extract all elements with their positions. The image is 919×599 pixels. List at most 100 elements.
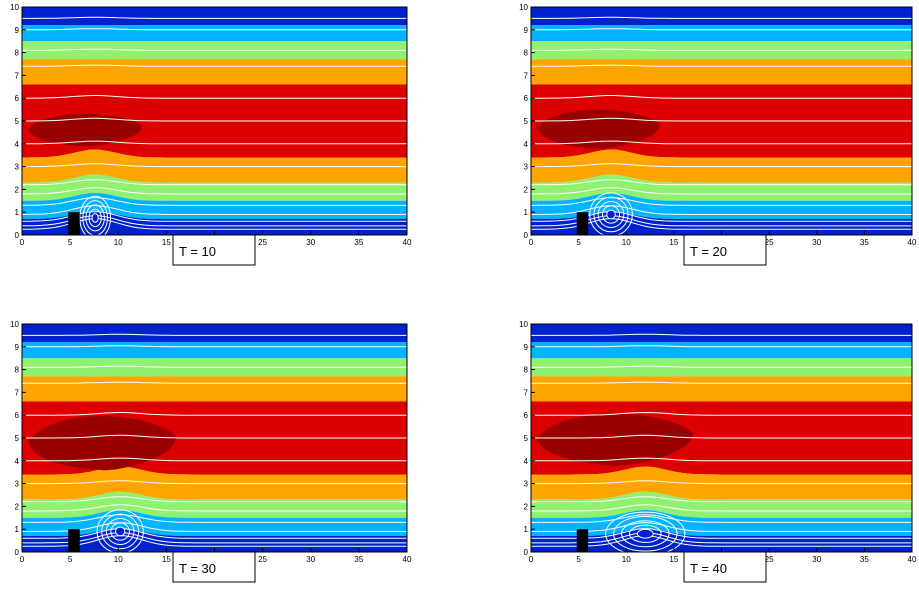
x-tick-label: 10 (622, 238, 631, 247)
contour-band-1 (531, 324, 912, 343)
streamline (531, 117, 912, 122)
panel-label: T = 20 (690, 244, 727, 259)
x-tick-label: 40 (403, 555, 412, 564)
y-tick-label: 6 (524, 411, 529, 420)
x-tick-label: 0 (529, 555, 534, 564)
streamline (531, 187, 912, 195)
streamline (22, 187, 407, 195)
core-region (28, 113, 143, 147)
panel-3: 0510152025303540012345678910T = 30 (10, 320, 412, 583)
y-tick-label: 3 (15, 480, 20, 489)
streamline (22, 163, 407, 168)
y-tick-label: 9 (15, 26, 20, 35)
y-tick-label: 3 (15, 163, 20, 172)
obstacle (68, 529, 80, 552)
y-tick-label: 5 (15, 117, 20, 126)
x-tick-label: 15 (162, 555, 171, 564)
y-tick-label: 2 (524, 185, 529, 194)
vortex-ring (115, 526, 126, 537)
plot-area (531, 7, 912, 235)
y-tick-label: 1 (15, 208, 20, 217)
streamline (22, 412, 407, 416)
panel-label: T = 10 (179, 244, 216, 259)
y-tick-label: 2 (524, 502, 529, 511)
x-tick-label: 25 (258, 555, 267, 564)
y-tick-label: 5 (15, 434, 20, 443)
x-tick-label: 10 (114, 555, 123, 564)
contour-band-4 (22, 59, 407, 85)
vortex-ring (606, 209, 616, 220)
y-tick-label: 0 (15, 231, 20, 240)
y-tick-label: 10 (10, 3, 19, 12)
y-tick-label: 7 (15, 71, 20, 80)
x-tick-label: 35 (860, 238, 869, 247)
x-tick-label: 5 (68, 238, 73, 247)
contour-band-2 (531, 342, 912, 359)
streamline (531, 95, 912, 99)
y-tick-label: 7 (15, 388, 20, 397)
y-tick-label: 8 (15, 366, 20, 375)
streamline (22, 64, 407, 67)
panel-label: T = 30 (179, 561, 216, 576)
streamline (22, 522, 407, 532)
vortex-ring (605, 511, 686, 552)
vortex-ring (628, 524, 662, 543)
vortex-ring (101, 513, 140, 550)
x-tick-label: 0 (529, 238, 534, 247)
obstacle (576, 529, 589, 552)
streamline (531, 211, 912, 222)
x-tick-label: 10 (114, 238, 123, 247)
streamline (531, 218, 912, 230)
x-tick-label: 35 (354, 238, 363, 247)
streamline (531, 522, 912, 532)
streamline (22, 434, 407, 439)
y-tick-label: 0 (15, 548, 20, 557)
x-tick-label: 30 (306, 238, 315, 247)
core-region (28, 416, 177, 471)
obstacle (576, 212, 589, 235)
streamline (531, 381, 912, 384)
streamline (22, 365, 407, 368)
panel-label-box (172, 551, 256, 583)
streamline (22, 532, 407, 544)
streamline (22, 514, 407, 523)
contour-band-2 (22, 342, 407, 359)
contour-band-8 (531, 509, 912, 536)
plot-area (531, 324, 912, 552)
plot-area (22, 324, 407, 552)
panel-label-box (683, 234, 767, 266)
streamline (531, 48, 912, 51)
y-tick-label: 9 (15, 343, 20, 352)
y-tick-label: 9 (524, 343, 529, 352)
streamline (22, 179, 407, 186)
y-tick-label: 2 (15, 185, 20, 194)
obstacle (68, 212, 80, 235)
y-tick-label: 9 (524, 26, 529, 35)
streamline (531, 457, 912, 462)
streamline (531, 532, 912, 544)
y-tick-label: 7 (524, 71, 529, 80)
streamline (531, 514, 912, 523)
panel-label-box (683, 551, 767, 583)
streamline (531, 333, 912, 336)
streamline (22, 504, 407, 512)
y-tick-label: 6 (15, 411, 20, 420)
y-tick-label: 1 (524, 525, 529, 534)
streamline (22, 28, 407, 31)
x-tick-label: 40 (908, 238, 917, 247)
plot-area (22, 7, 407, 235)
streamline (531, 411, 912, 416)
streamline (531, 140, 912, 145)
vortex-ring (636, 528, 654, 539)
y-tick-label: 1 (524, 208, 529, 217)
streamline (22, 496, 407, 503)
contour-band-1 (22, 7, 407, 26)
panel-1: 0510152025303540012345678910T = 10 (10, 3, 412, 266)
vortex-ring (91, 213, 99, 223)
streamline (22, 480, 407, 485)
x-tick-label: 25 (765, 238, 774, 247)
streamline (531, 28, 912, 31)
y-tick-label: 4 (524, 140, 529, 149)
x-tick-label: 0 (20, 555, 25, 564)
